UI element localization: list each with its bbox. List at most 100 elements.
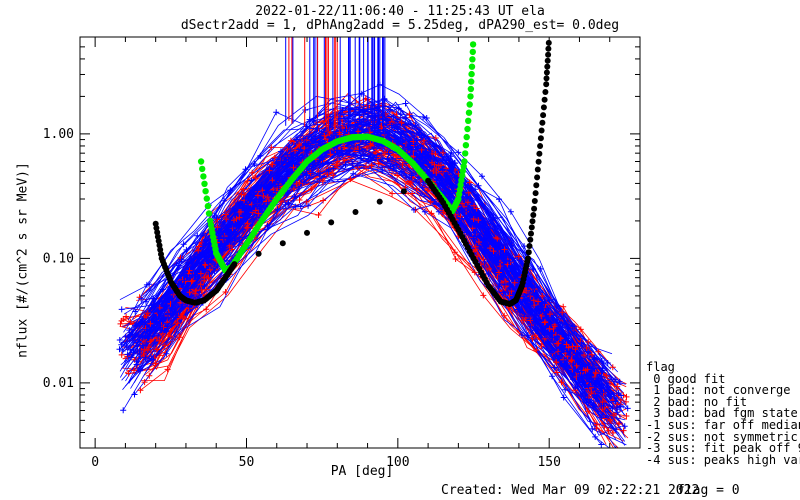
- data-cross: [439, 158, 446, 164]
- data-cross: [423, 115, 430, 121]
- data-cross: [412, 122, 419, 129]
- data-cross: [306, 165, 313, 172]
- data-cross: [591, 381, 598, 388]
- data-cross: [452, 256, 459, 262]
- data-cross: [125, 370, 132, 377]
- data-cross: [273, 109, 280, 116]
- data-cross: [330, 132, 336, 139]
- data-cross: [347, 176, 354, 183]
- data-cross: [251, 202, 258, 209]
- data-cross: [188, 257, 195, 263]
- data-cross: [206, 271, 213, 277]
- data-cross: [129, 332, 136, 339]
- data-cross: [558, 379, 565, 386]
- data-cross: [240, 186, 247, 193]
- data-cross: [227, 239, 234, 246]
- data-cross: [240, 204, 247, 211]
- data-cross: [264, 199, 271, 206]
- data-cross: [130, 339, 137, 346]
- data-cross: [469, 212, 476, 219]
- data-cross: [249, 206, 255, 213]
- data-cross: [470, 216, 477, 222]
- data-cross: [560, 363, 567, 370]
- data-cross: [559, 309, 566, 316]
- data-cross: [535, 298, 542, 305]
- data-cross: [468, 197, 475, 204]
- data-cross: [462, 208, 468, 215]
- data-cross: [598, 414, 605, 421]
- data-cross: [132, 322, 138, 329]
- data-cross: [116, 337, 123, 343]
- data-cross: [560, 394, 567, 401]
- data-cross: [508, 237, 515, 244]
- fit-point: [525, 249, 532, 256]
- data-cross: [131, 391, 138, 398]
- data-cross: [300, 179, 307, 186]
- data-cross: [227, 187, 234, 194]
- data-cross: [531, 284, 538, 291]
- data-cross: [143, 326, 150, 333]
- data-cross: [425, 146, 432, 153]
- data-cross: [542, 327, 549, 334]
- data-cross: [156, 337, 163, 344]
- data-cross: [501, 263, 508, 270]
- data-cross: [595, 378, 602, 385]
- data-cross: [427, 198, 434, 205]
- data-cross: [319, 138, 326, 145]
- fit-point: [462, 142, 470, 149]
- data-cross: [297, 203, 304, 210]
- data-cross: [546, 325, 553, 332]
- data-cross: [405, 140, 412, 147]
- data-cross: [324, 171, 331, 178]
- fit-point: [464, 125, 471, 133]
- data-cross: [136, 351, 143, 358]
- data-cross: [341, 157, 348, 163]
- data-cross: [262, 189, 269, 196]
- data-cross: [433, 166, 440, 172]
- data-cross: [141, 379, 148, 386]
- data-cross: [223, 257, 230, 264]
- data-cross: [252, 175, 259, 182]
- data-cross: [316, 175, 323, 182]
- data-cross: [150, 356, 157, 363]
- data-cross: [541, 331, 548, 338]
- data-cross: [614, 383, 621, 390]
- data-cross: [394, 172, 401, 179]
- data-cross: [567, 351, 574, 358]
- data-cross: [118, 306, 125, 313]
- legend-title: flag: [646, 360, 675, 374]
- data-cross: [472, 246, 479, 253]
- fit-point: [255, 250, 262, 257]
- data-cross: [251, 161, 258, 167]
- data-cross: [164, 323, 171, 330]
- data-cross: [483, 246, 490, 253]
- data-cross: [284, 173, 291, 180]
- data-cross: [385, 150, 392, 157]
- series-line: [119, 95, 612, 370]
- data-cross: [320, 197, 327, 204]
- data-cross: [186, 303, 193, 310]
- data-cross: [189, 272, 196, 279]
- data-cross: [134, 347, 141, 354]
- data-cross: [495, 283, 502, 290]
- data-cross: [520, 293, 527, 300]
- data-cross: [481, 258, 488, 265]
- data-cross: [211, 268, 218, 274]
- data-cross: [411, 141, 418, 148]
- data-cross: [364, 102, 370, 109]
- data-cross: [402, 115, 409, 122]
- data-cross: [309, 161, 316, 168]
- data-cross: [357, 152, 364, 159]
- fit-point: [539, 119, 546, 126]
- data-cross: [285, 200, 292, 207]
- data-cross: [402, 121, 408, 128]
- data-cross: [176, 262, 182, 269]
- data-cross: [266, 167, 273, 174]
- data-cross: [275, 170, 282, 177]
- data-cross: [547, 311, 553, 318]
- data-cross: [258, 196, 265, 203]
- data-cross: [442, 165, 449, 172]
- data-cross: [599, 406, 606, 413]
- data-cross: [241, 216, 248, 223]
